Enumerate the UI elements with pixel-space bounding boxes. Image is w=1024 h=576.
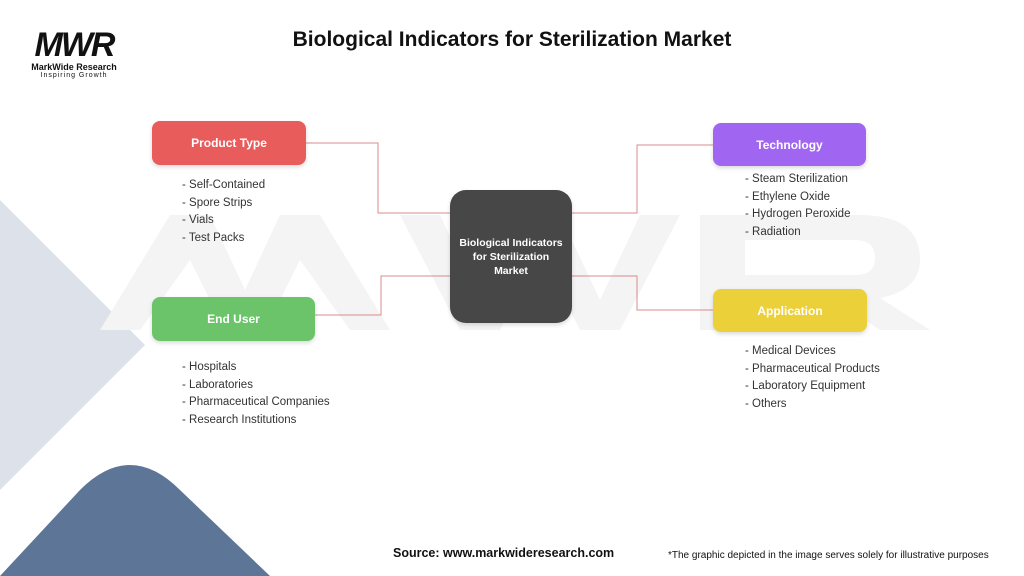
bg-diamond-light [0, 200, 145, 490]
connector-product-type [306, 142, 450, 214]
list-application: - Medical Devices - Pharmaceutical Produ… [745, 343, 880, 413]
list-item: - Hydrogen Peroxide [745, 208, 851, 220]
list-item: - Self-Contained [182, 179, 266, 191]
list-item: - Hospitals [182, 361, 237, 373]
logo-name: MarkWide Research [31, 62, 117, 72]
list-item: - Laboratories [182, 378, 253, 391]
list-item: - Test Packs [182, 231, 245, 244]
list-product-type: - Self-Contained - Spore Strips - Vials … [182, 177, 265, 247]
connector-technology [572, 144, 713, 214]
node-application: Application [713, 289, 867, 332]
list-item: - Vials [182, 214, 214, 226]
bg-shape-dark [0, 465, 270, 576]
center-node: Biological Indicators for Sterilization … [450, 190, 572, 323]
disclaimer-text: *The graphic depicted in the image serve… [668, 550, 989, 561]
list-item: - Pharmaceutical Products [745, 362, 880, 375]
list-item: - Medical Devices [745, 345, 836, 357]
connector-end-user [315, 275, 450, 316]
logo: MWR MarkWide Research Inspiring Growth [22, 28, 126, 79]
list-item: - Pharmaceutical Companies [182, 396, 330, 408]
node-product-type: Product Type [152, 121, 306, 165]
list-item: - Radiation [745, 225, 801, 238]
connector-application [572, 275, 713, 311]
list-item: - Ethylene Oxide [745, 190, 831, 203]
logo-tagline: Inspiring Growth [40, 72, 108, 79]
list-item: - Spore Strips [182, 196, 253, 209]
page-title: Biological Indicators for Sterilization … [292, 28, 732, 51]
connectors [306, 142, 713, 316]
source-text: Source: www.markwideresearch.com [393, 546, 615, 560]
list-item: - Others [745, 397, 787, 410]
list-item: - Research Institutions [182, 413, 297, 426]
logo-mark: MWR [34, 26, 116, 64]
node-end-user: End User [152, 297, 315, 341]
list-end-user: - Hospitals - Laboratories - Pharmaceuti… [182, 359, 330, 429]
node-technology: Technology [713, 123, 866, 166]
list-technology: - Steam Sterilization - Ethylene Oxide -… [745, 171, 850, 241]
list-item: - Steam Sterilization [745, 173, 848, 185]
list-item: - Laboratory Equipment [745, 380, 866, 392]
